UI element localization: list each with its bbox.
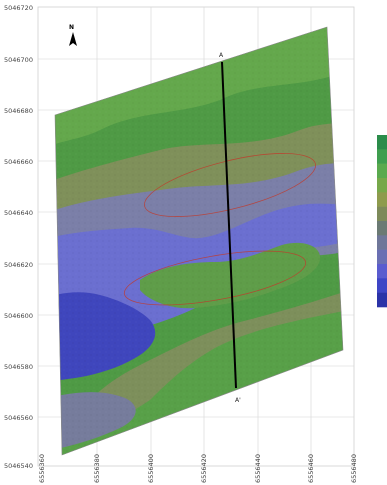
- legend-swatch: [377, 292, 387, 308]
- y-tick-label: 5046540: [4, 462, 33, 470]
- color-legend: [377, 135, 387, 308]
- profile-line: [221, 61, 237, 389]
- north-arrow-icon: N: [69, 24, 77, 46]
- legend-swatch: [377, 192, 387, 207]
- legend-swatch: [377, 149, 387, 164]
- y-tick-label: 5046720: [4, 4, 33, 12]
- survey-outline: [54, 26, 344, 456]
- x-axis-labels: 6556360 6556380 6556400 6556420 6556440 …: [38, 454, 358, 483]
- legend-swatch: [377, 178, 387, 193]
- legend-swatch: [377, 206, 387, 222]
- y-tick-label: 5046600: [4, 312, 33, 320]
- profile-end-label: A': [235, 397, 241, 404]
- legend-swatch: [377, 278, 387, 293]
- legend-swatch: [377, 163, 387, 179]
- x-tick-label: 6556400: [147, 454, 155, 483]
- legend-swatch: [377, 221, 387, 236]
- profile-start-label: A: [219, 52, 224, 59]
- y-tick-label: 5046680: [4, 107, 33, 115]
- north-letter: N: [69, 24, 74, 31]
- contour-loop-upper: [144, 153, 316, 217]
- x-tick-label: 6556440: [254, 454, 262, 483]
- y-tick-label: 5046700: [4, 56, 33, 64]
- contour-loop-lower: [123, 250, 307, 306]
- x-tick-label: 6556360: [38, 454, 46, 483]
- y-tick-label: 5046660: [4, 158, 33, 166]
- legend-swatch: [377, 249, 387, 265]
- x-tick-label: 6556480: [350, 454, 358, 483]
- legend-swatch: [377, 135, 387, 150]
- y-tick-label: 5046640: [4, 209, 33, 217]
- y-tick-label: 5046580: [4, 363, 33, 371]
- legend-swatch: [377, 235, 387, 250]
- legend-swatch: [377, 264, 387, 279]
- x-tick-label: 6556420: [200, 454, 208, 483]
- y-axis-labels: 5046720 5046700 5046680 5046660 5046640 …: [4, 4, 33, 470]
- y-tick-label: 5046620: [4, 261, 33, 269]
- y-tick-label: 5046560: [4, 414, 33, 422]
- x-tick-label: 6556460: [307, 454, 315, 483]
- x-tick-label: 6556380: [93, 454, 101, 483]
